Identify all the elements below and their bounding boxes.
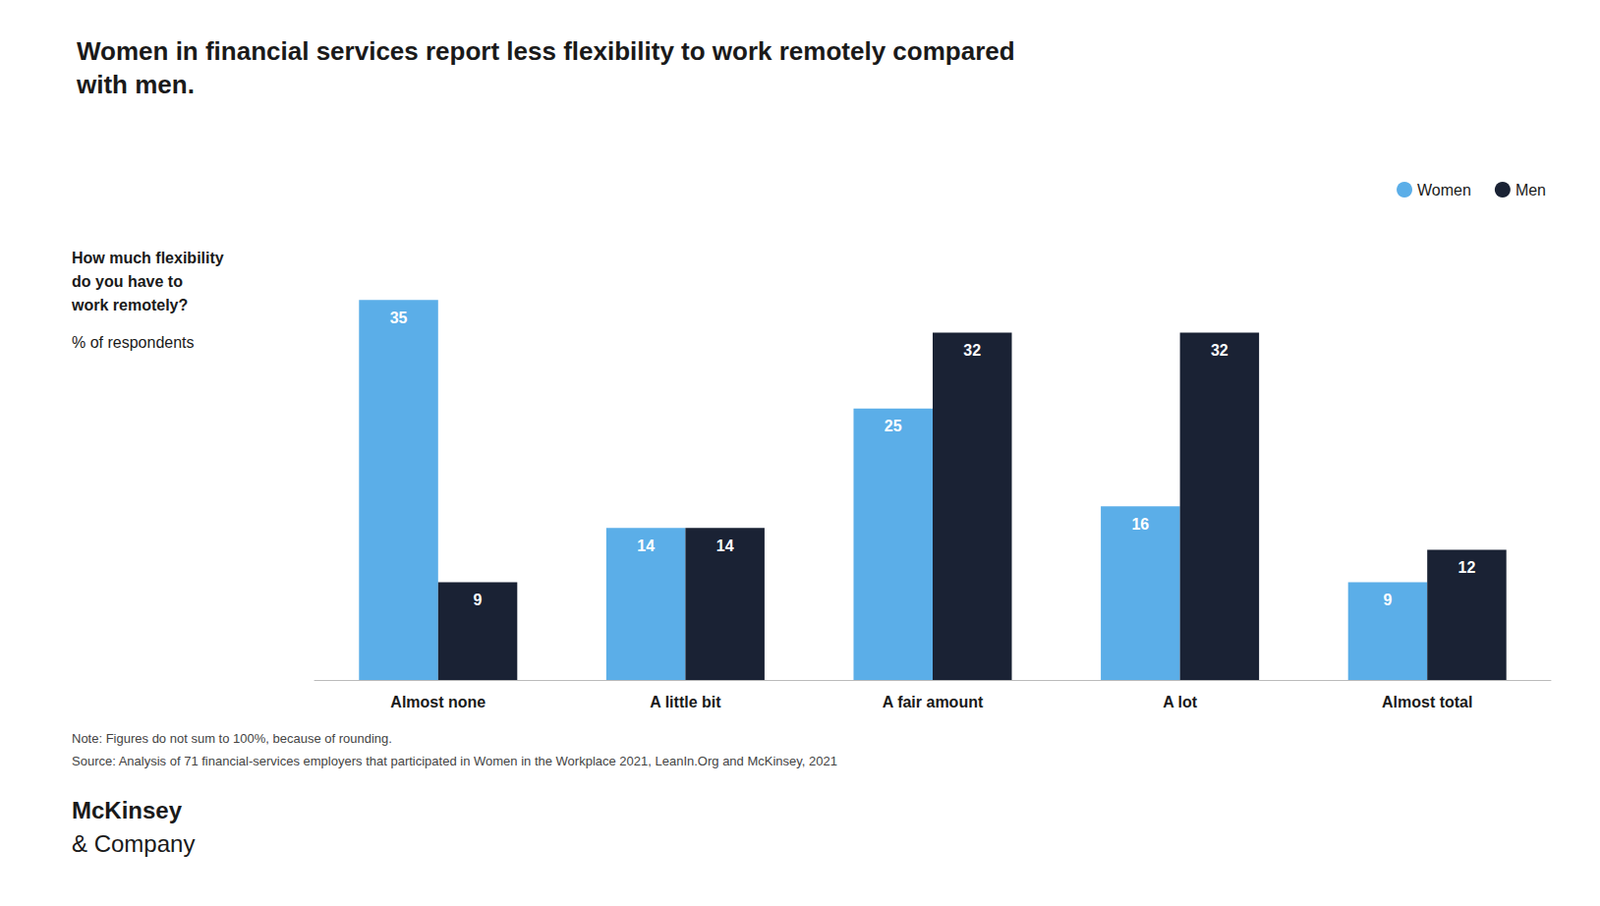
svg-text:32: 32 xyxy=(963,342,981,359)
svg-text:with men.: with men. xyxy=(75,69,195,100)
svg-text:work remotely?: work remotely? xyxy=(70,296,188,314)
svg-text:do you have to: do you have to xyxy=(71,273,183,290)
svg-text:16: 16 xyxy=(1131,515,1149,533)
svg-text:Almost none: Almost none xyxy=(390,693,486,711)
svg-text:14: 14 xyxy=(636,537,655,555)
svg-text:Women in financial services re: Women in financial services report less … xyxy=(76,36,1016,66)
svg-text:A little bit: A little bit xyxy=(649,693,722,711)
svg-text:9: 9 xyxy=(473,591,483,609)
svg-text:14: 14 xyxy=(716,537,735,555)
svg-text:35: 35 xyxy=(390,309,408,327)
svg-text:Men: Men xyxy=(1515,181,1546,199)
svg-text:McKinsey: McKinsey xyxy=(71,797,183,824)
svg-text:Women: Women xyxy=(1417,181,1472,199)
svg-text:Note: Figures do not sum to 10: Note: Figures do not sum to 100%, becaus… xyxy=(71,731,393,746)
svg-text:A fair amount: A fair amount xyxy=(882,693,984,711)
svg-text:Almost total: Almost total xyxy=(1381,693,1473,711)
svg-text:A lot: A lot xyxy=(1162,693,1199,711)
svg-text:25: 25 xyxy=(884,417,903,435)
svg-text:& Company: & Company xyxy=(71,830,195,858)
svg-text:% of respondents: % of respondents xyxy=(71,334,195,351)
svg-text:How much flexibility: How much flexibility xyxy=(71,249,225,267)
svg-text:32: 32 xyxy=(1210,342,1229,359)
svg-text:Source: Analysis of 71 financi: Source: Analysis of 71 financial-service… xyxy=(71,753,838,769)
svg-text:12: 12 xyxy=(1458,559,1477,576)
svg-text:9: 9 xyxy=(1382,591,1392,609)
